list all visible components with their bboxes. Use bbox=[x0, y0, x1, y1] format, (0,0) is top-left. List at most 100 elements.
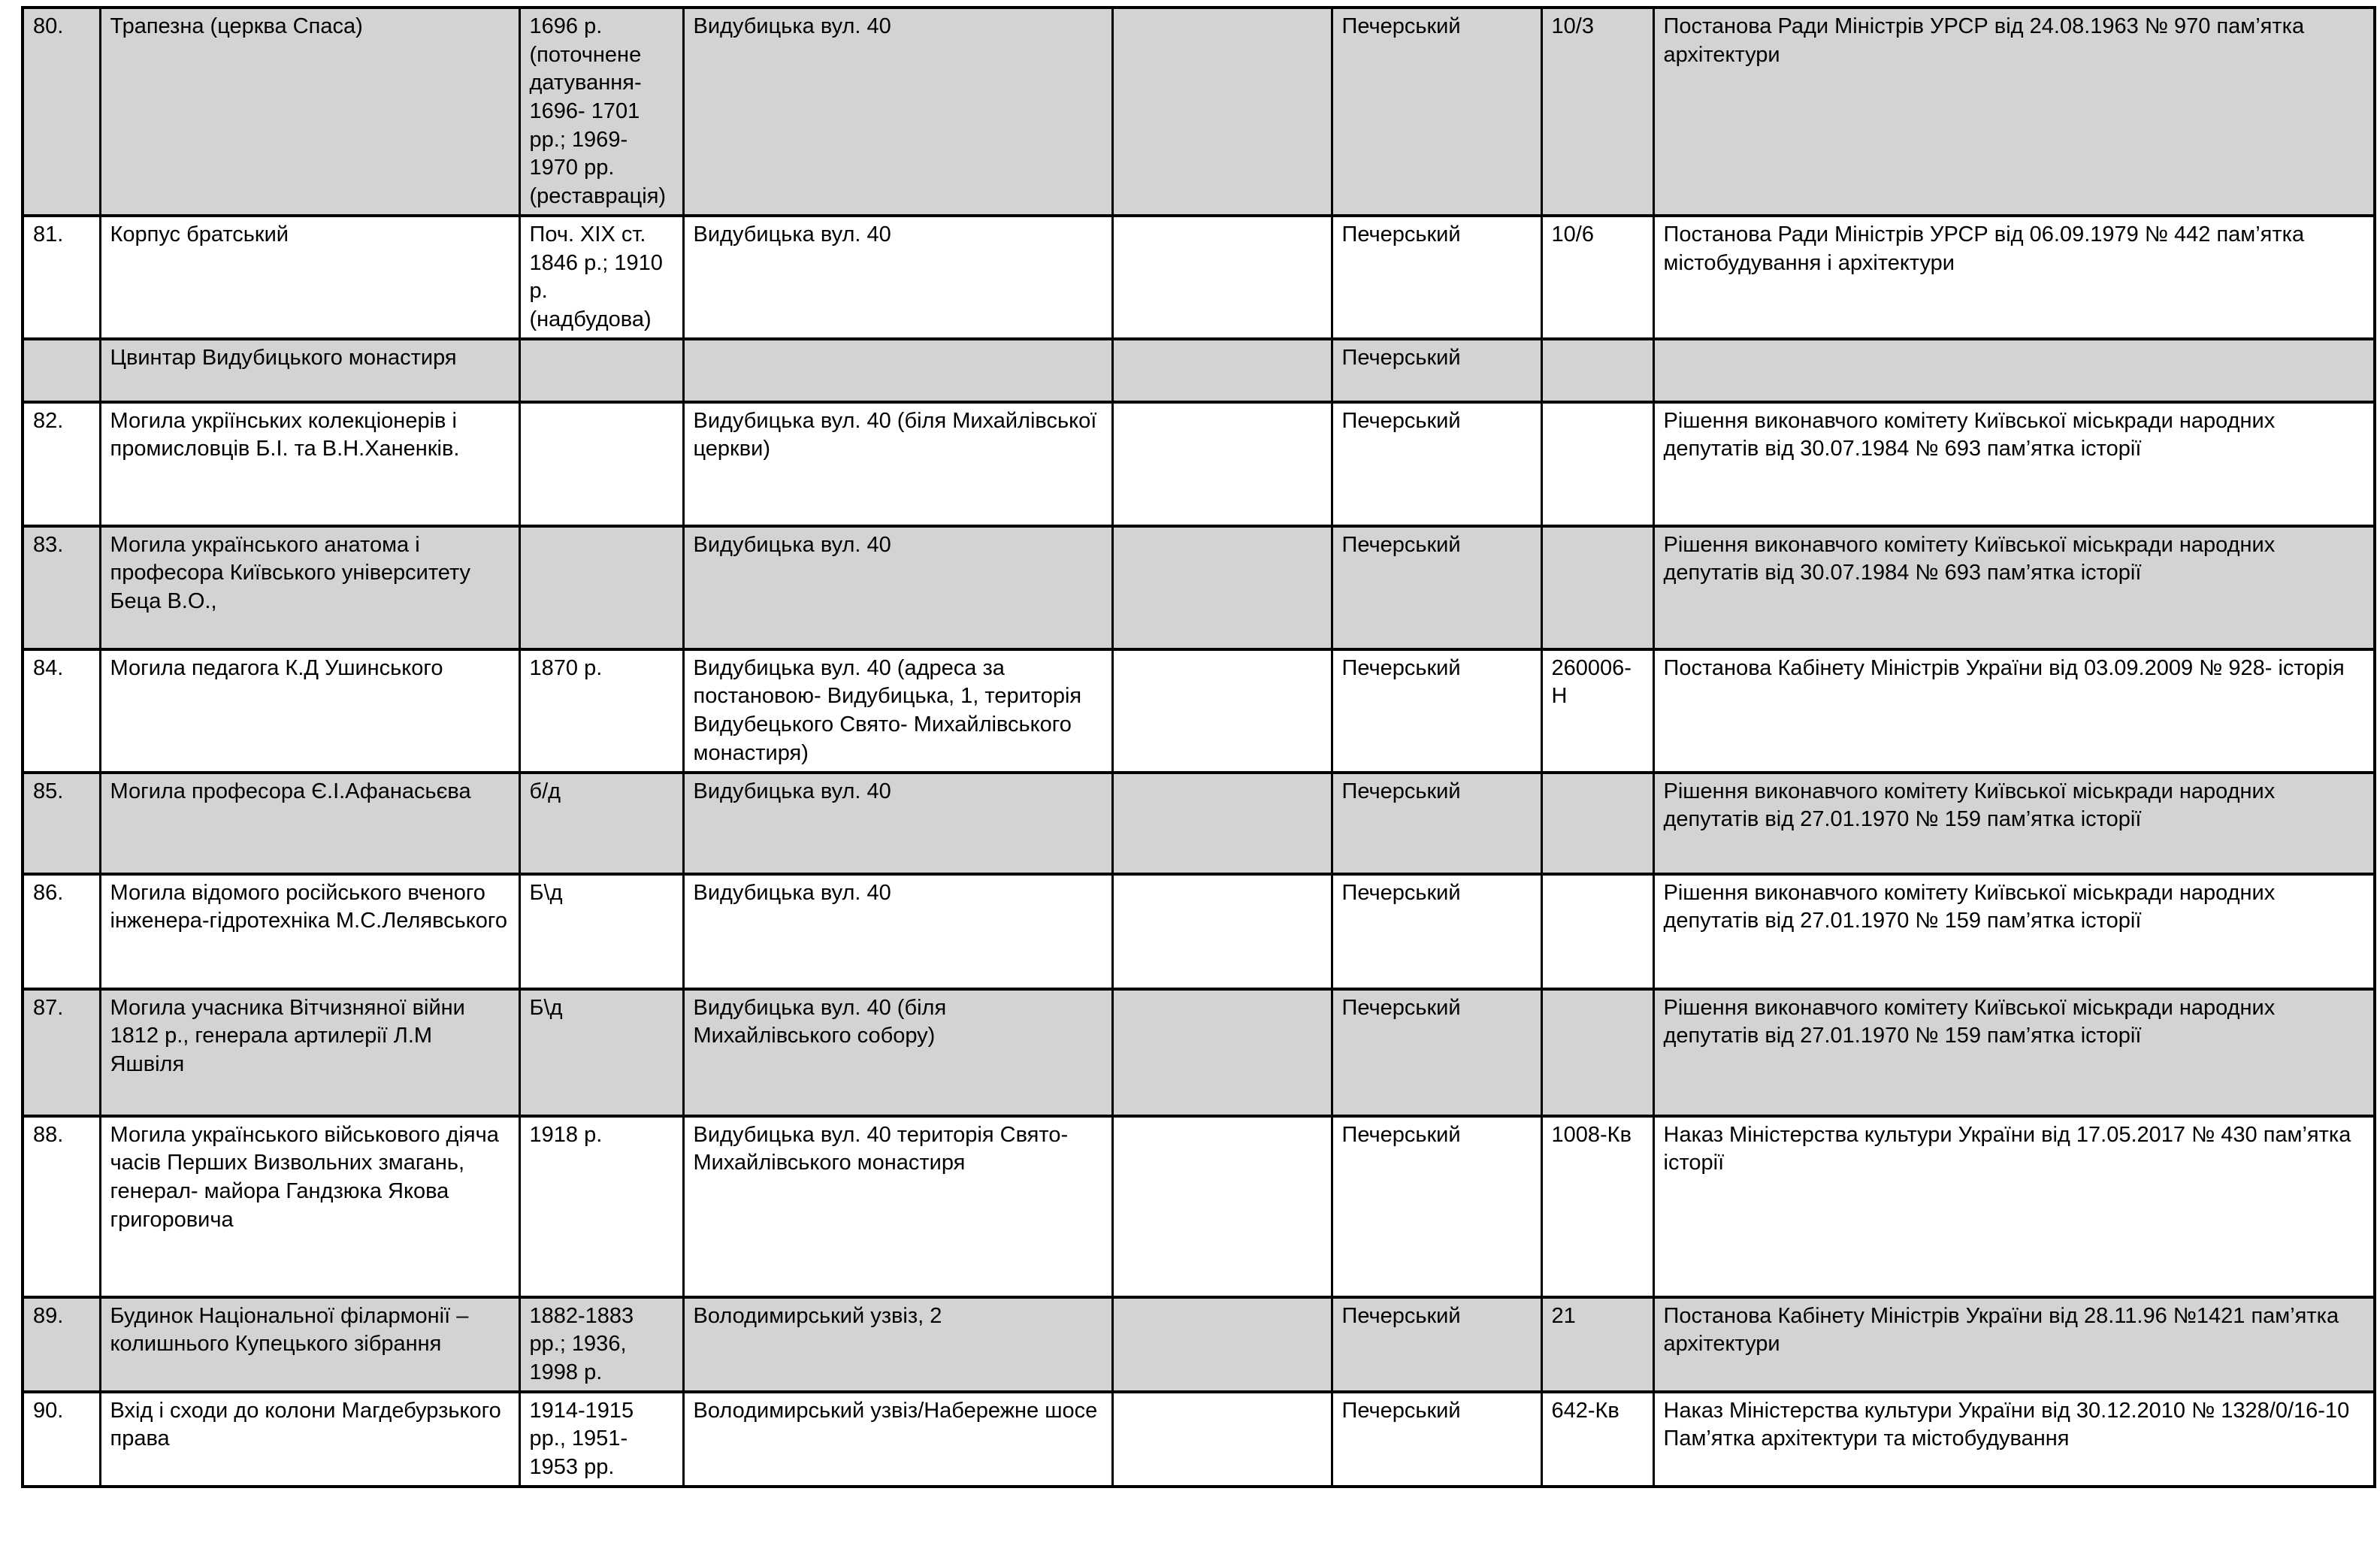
cell-address: Видубицька вул. 40 bbox=[682, 524, 1114, 651]
cell-number: 83. bbox=[21, 524, 101, 651]
cell-blank bbox=[1111, 1390, 1333, 1488]
cell-number bbox=[21, 337, 101, 404]
row-87: 87. Могила учасника Вітчизняної війни 18… bbox=[21, 987, 2376, 1118]
cell-number: 88. bbox=[21, 1114, 101, 1299]
cell-document: Рішення виконавчого комітету Київської м… bbox=[1652, 770, 2376, 876]
cell-blank bbox=[1111, 337, 1333, 404]
cell-blank bbox=[1111, 1295, 1333, 1393]
row-81: 81. Корпус братський Поч. XIX ст. 1846 р… bbox=[21, 213, 2376, 340]
cell-date: Б\д bbox=[518, 872, 685, 991]
cell-reg-number: 10/3 bbox=[1540, 6, 1655, 217]
cell-district: Печерський bbox=[1330, 524, 1543, 651]
cell-name: Трапезна (церква Спаса) bbox=[98, 6, 521, 217]
row-84: 84. Могила педагога К.Д Ушинського 1870 … bbox=[21, 647, 2376, 774]
cell-date bbox=[518, 524, 685, 651]
cell-district: Печерський bbox=[1330, 337, 1543, 404]
cell-number: 87. bbox=[21, 987, 101, 1118]
cell-date bbox=[518, 400, 685, 528]
cell-blank bbox=[1111, 647, 1333, 774]
cell-number: 81. bbox=[21, 213, 101, 340]
cell-number: 84. bbox=[21, 647, 101, 774]
cell-date: б/д bbox=[518, 770, 685, 876]
cell-name: Могила укріїнських колекціонерів і проми… bbox=[98, 400, 521, 528]
cell-document: Наказ Міністерства культури України від … bbox=[1652, 1114, 2376, 1299]
cell-name: Цвинтар Видубицького монастиря bbox=[98, 337, 521, 404]
cell-name: Корпус братський bbox=[98, 213, 521, 340]
cell-blank bbox=[1111, 524, 1333, 651]
cell-number: 82. bbox=[21, 400, 101, 528]
cell-name: Могила професора Є.І.Афанасьєва bbox=[98, 770, 521, 876]
cell-district: Печерський bbox=[1330, 400, 1543, 528]
cell-blank bbox=[1111, 213, 1333, 340]
row-86: 86. Могила відомого російського вченого … bbox=[21, 872, 2376, 991]
cell-document: Постанова Ради Міністрів УРСР від 24.08.… bbox=[1652, 6, 2376, 217]
cell-blank bbox=[1111, 6, 1333, 217]
cell-date: Б\д bbox=[518, 987, 685, 1118]
cell-blank bbox=[1111, 872, 1333, 991]
cell-document: Рішення виконавчого комітету Київської м… bbox=[1652, 872, 2376, 991]
cell-address: Володимирський узвіз/Набережне шосе bbox=[682, 1390, 1114, 1488]
cell-date: 1914-1915 рр., 1951- 1953 рр. bbox=[518, 1390, 685, 1488]
row-82: 82. Могила укріїнських колекціонерів і п… bbox=[21, 400, 2376, 528]
row-89: 89. Будинок Національної філармонії – ко… bbox=[21, 1295, 2376, 1393]
cell-address: Видубицька вул. 40 bbox=[682, 770, 1114, 876]
cell-reg-number: 21 bbox=[1540, 1295, 1655, 1393]
cell-district: Печерський bbox=[1330, 872, 1543, 991]
cell-document bbox=[1652, 337, 2376, 404]
cell-address: Видубицька вул. 40 bbox=[682, 872, 1114, 991]
cell-address: Видубицька вул. 40 bbox=[682, 6, 1114, 217]
cell-reg-number bbox=[1540, 987, 1655, 1118]
cell-document: Постанова Кабінету Міністрів України від… bbox=[1652, 1295, 2376, 1393]
cell-district: Печерський bbox=[1330, 6, 1543, 217]
cell-name: Могила відомого російського вченого інже… bbox=[98, 872, 521, 991]
cell-date: 1870 р. bbox=[518, 647, 685, 774]
cell-district: Печерський bbox=[1330, 1295, 1543, 1393]
cell-district: Печерський bbox=[1330, 213, 1543, 340]
cell-document: Рішення виконавчого комітету Київської м… bbox=[1652, 987, 2376, 1118]
cell-document: Наказ Міністерства культури України від … bbox=[1652, 1390, 2376, 1488]
cell-name: Могила українського анатома і професора … bbox=[98, 524, 521, 651]
cell-reg-number bbox=[1540, 524, 1655, 651]
row-85: 85. Могила професора Є.І.Афанасьєва б/д … bbox=[21, 770, 2376, 876]
cell-blank bbox=[1111, 400, 1333, 528]
row-88: 88. Могила українського військового діяч… bbox=[21, 1114, 2376, 1299]
cell-name: Будинок Національної філармонії – колишн… bbox=[98, 1295, 521, 1393]
row-90: 90. Вхід і сходи до колони Магдебурзьког… bbox=[21, 1390, 2376, 1488]
cell-district: Печерський bbox=[1330, 1390, 1543, 1488]
cell-blank bbox=[1111, 987, 1333, 1118]
cell-reg-number: 260006-Н bbox=[1540, 647, 1655, 774]
cell-reg-number: 642-Кв bbox=[1540, 1390, 1655, 1488]
cell-name: Могила учасника Вітчизняної війни 1812 р… bbox=[98, 987, 521, 1118]
cell-number: 80. bbox=[21, 6, 101, 217]
cell-number: 89. bbox=[21, 1295, 101, 1393]
cell-date: 1882-1883 рр.; 1936, 1998 р. bbox=[518, 1295, 685, 1393]
cell-number: 85. bbox=[21, 770, 101, 876]
cell-number: 86. bbox=[21, 872, 101, 991]
cell-address: Володимирський узвіз, 2 bbox=[682, 1295, 1114, 1393]
cell-number: 90. bbox=[21, 1390, 101, 1488]
cell-date bbox=[518, 337, 685, 404]
row-section-cvyntar: Цвинтар Видубицького монастиря Печерськи… bbox=[21, 337, 2376, 404]
cell-address: Видубицька вул. 40 bbox=[682, 213, 1114, 340]
cell-document: Рішення виконавчого комітету Київської м… bbox=[1652, 400, 2376, 528]
cell-date: 1696 р. (поточнене датування- 1696- 1701… bbox=[518, 6, 685, 217]
cell-district: Печерський bbox=[1330, 770, 1543, 876]
cell-reg-number bbox=[1540, 400, 1655, 528]
cell-reg-number bbox=[1540, 337, 1655, 404]
monuments-table: 80. Трапезна (церква Спаса) 1696 р. (пот… bbox=[21, 6, 2376, 1488]
cell-name: Могила педагога К.Д Ушинського bbox=[98, 647, 521, 774]
cell-name: Могила українського військового діяча ча… bbox=[98, 1114, 521, 1299]
row-83: 83. Могила українського анатома і профес… bbox=[21, 524, 2376, 651]
cell-date: Поч. XIX ст. 1846 р.; 1910 р. (надбудова… bbox=[518, 213, 685, 340]
row-80: 80. Трапезна (церква Спаса) 1696 р. (пот… bbox=[21, 6, 2376, 217]
cell-reg-number: 10/6 bbox=[1540, 213, 1655, 340]
cell-date: 1918 р. bbox=[518, 1114, 685, 1299]
cell-document: Постанова Ради Міністрів УРСР від 06.09.… bbox=[1652, 213, 2376, 340]
cell-district: Печерський bbox=[1330, 647, 1543, 774]
cell-blank bbox=[1111, 770, 1333, 876]
cell-reg-number bbox=[1540, 770, 1655, 876]
cell-address: Видубицька вул. 40 територія Свято- Миха… bbox=[682, 1114, 1114, 1299]
cell-document: Постанова Кабінету Міністрів України від… bbox=[1652, 647, 2376, 774]
cell-address: Видубицька вул. 40 (адреса за постановою… bbox=[682, 647, 1114, 774]
